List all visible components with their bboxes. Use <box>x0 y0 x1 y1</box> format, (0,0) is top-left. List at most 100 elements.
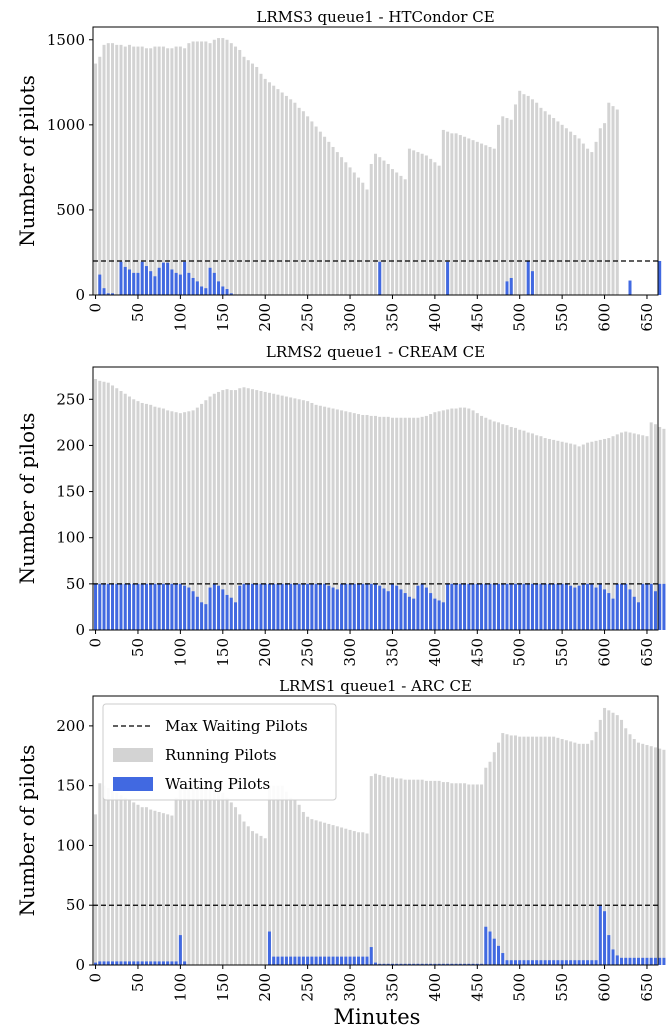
waiting-bar <box>463 583 467 630</box>
running-bar <box>378 416 382 630</box>
running-bar <box>106 788 110 965</box>
waiting-bar <box>424 963 428 965</box>
waiting-bar <box>166 262 170 295</box>
running-bar <box>628 432 632 630</box>
running-bar <box>238 814 242 965</box>
waiting-bar <box>433 963 437 965</box>
running-bar <box>433 162 437 295</box>
running-bar <box>382 416 386 630</box>
waiting-bar <box>416 585 420 630</box>
running-bar <box>586 442 590 630</box>
running-bar <box>518 736 522 965</box>
waiting-bar <box>357 583 361 630</box>
waiting-bar <box>132 961 136 965</box>
running-bar <box>204 400 208 630</box>
x-tick-label: 100 <box>171 973 189 1002</box>
running-bar <box>475 413 479 630</box>
running-bar <box>119 795 123 965</box>
running-bar <box>174 412 178 630</box>
waiting-bar <box>441 963 445 965</box>
running-bar <box>615 109 619 296</box>
waiting-bar <box>569 960 573 965</box>
waiting-bar <box>564 583 568 630</box>
waiting-bar <box>140 961 144 965</box>
bars <box>94 38 662 296</box>
running-bar <box>284 95 288 296</box>
running-bar <box>378 774 382 965</box>
running-bar <box>399 417 403 630</box>
waiting-bar <box>272 583 276 630</box>
running-bar <box>374 415 377 630</box>
running-bar <box>645 436 649 630</box>
running-bar <box>552 736 556 965</box>
waiting-bar <box>399 963 403 965</box>
y-tick-label: 0 <box>75 621 85 639</box>
running-bar <box>641 435 645 630</box>
running-bar <box>111 385 115 630</box>
running-bar <box>301 811 305 965</box>
waiting-bar <box>144 266 148 295</box>
running-bar <box>140 807 144 965</box>
running-bar <box>590 152 594 295</box>
waiting-bar <box>318 956 322 965</box>
waiting-bar <box>505 960 509 965</box>
waiting-bar <box>454 583 458 630</box>
running-bar <box>607 102 611 295</box>
running-bar <box>492 421 496 630</box>
running-bar <box>149 404 153 630</box>
running-bar <box>407 779 411 965</box>
waiting-bar <box>628 589 632 630</box>
waiting-bar <box>505 583 509 630</box>
waiting-bar <box>488 931 492 965</box>
running-bar <box>530 433 534 630</box>
waiting-bar <box>127 269 131 295</box>
waiting-bar <box>560 583 564 630</box>
waiting-bar <box>123 961 127 965</box>
running-bar <box>628 734 632 965</box>
waiting-bar <box>111 583 115 630</box>
legend-color-swatch <box>113 748 153 762</box>
running-bar <box>378 157 382 295</box>
x-tick-label: 450 <box>468 638 486 667</box>
waiting-bar <box>127 583 131 630</box>
waiting-bar <box>463 963 467 965</box>
running-bar <box>365 189 369 295</box>
waiting-bar <box>501 953 505 965</box>
running-bar <box>272 393 276 630</box>
x-tick-label: 650 <box>638 973 656 1002</box>
waiting-bar <box>369 947 373 965</box>
x-tick-label: 350 <box>383 303 401 332</box>
running-bar <box>344 828 348 965</box>
running-bar <box>289 397 293 630</box>
running-bar <box>560 441 564 630</box>
waiting-bar <box>522 960 526 965</box>
waiting-bar <box>386 591 390 630</box>
running-bar <box>467 784 471 965</box>
waiting-bar <box>276 583 280 630</box>
running-bar <box>620 719 624 965</box>
running-bar <box>111 790 115 965</box>
waiting-bar <box>314 956 318 965</box>
x-tick-label: 200 <box>256 303 274 332</box>
running-bar <box>416 417 420 630</box>
waiting-bar <box>170 583 174 630</box>
running-bar <box>365 414 369 630</box>
waiting-bar <box>191 591 195 630</box>
waiting-bar <box>518 960 522 965</box>
running-bar <box>255 66 259 295</box>
running-bar <box>577 138 581 295</box>
x-tick-label: 450 <box>468 973 486 1002</box>
running-bar <box>420 416 424 630</box>
running-bar <box>390 417 394 630</box>
running-bar <box>221 38 225 296</box>
waiting-bar <box>361 956 365 965</box>
waiting-bar <box>530 271 534 295</box>
running-bar <box>374 153 377 295</box>
running-bar <box>446 782 450 965</box>
waiting-bar <box>513 583 517 630</box>
running-bar <box>611 106 615 295</box>
running-bar <box>543 438 547 630</box>
running-bar <box>340 157 344 295</box>
y-tick-label: 100 <box>56 529 85 547</box>
running-bar <box>458 783 462 965</box>
